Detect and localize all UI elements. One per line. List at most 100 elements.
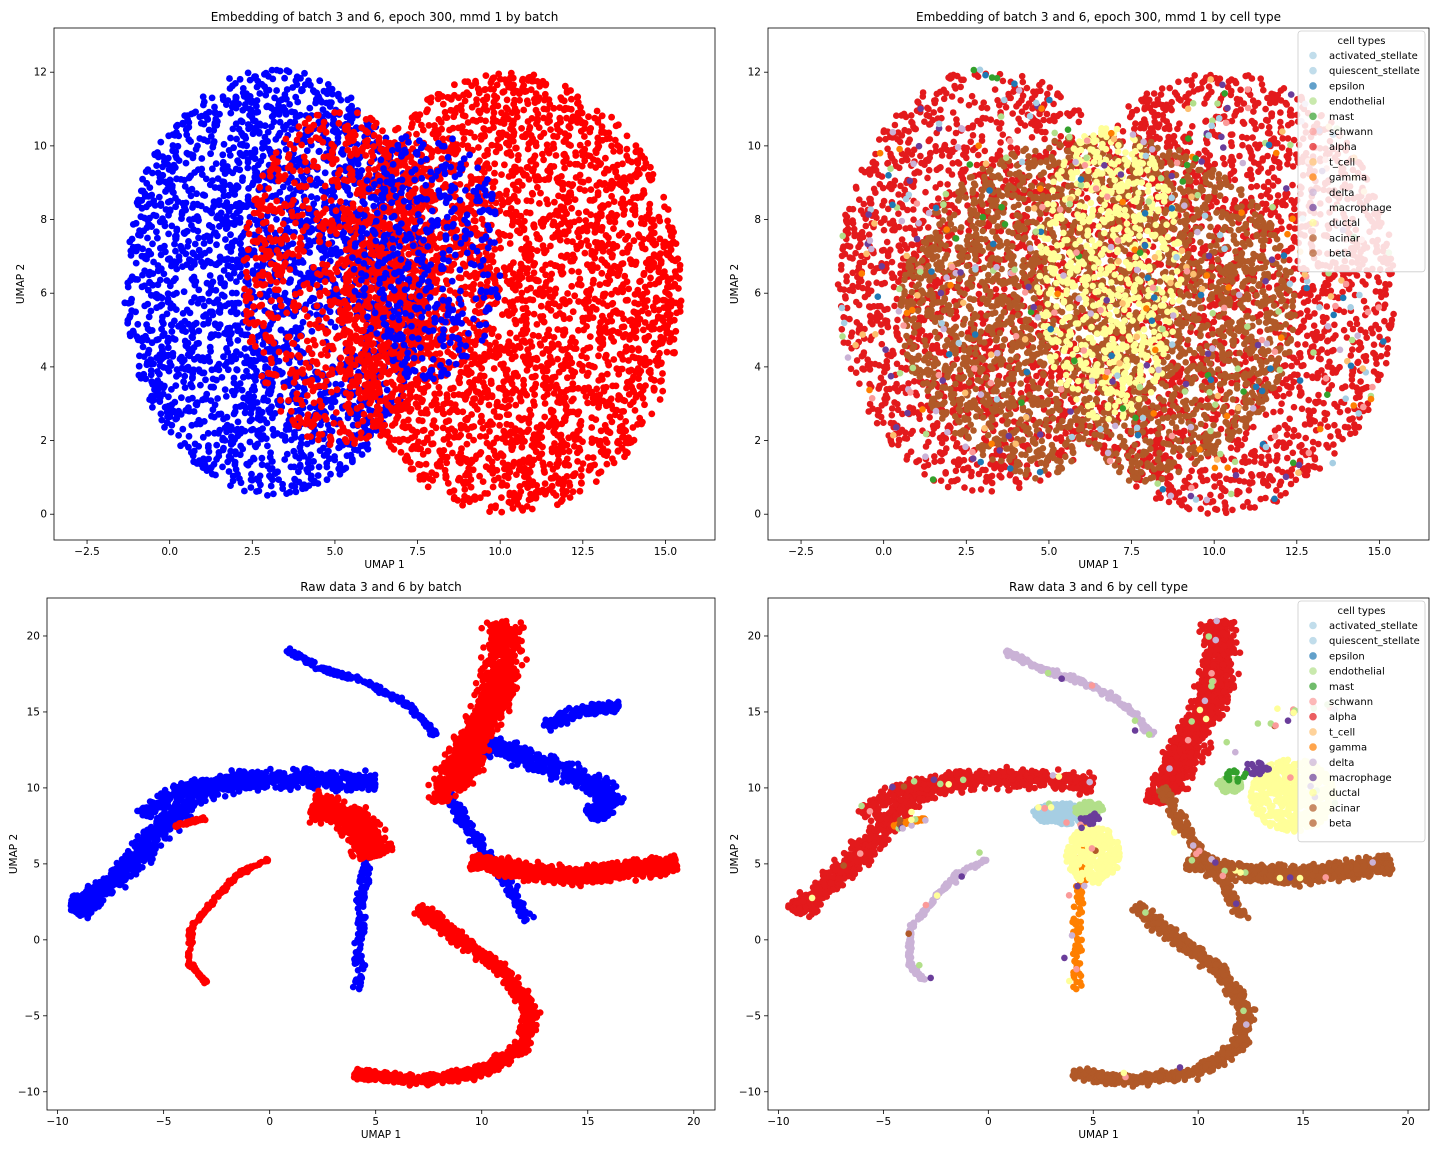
point-batch-blue — [254, 108, 262, 116]
point-batch-blue — [206, 272, 214, 279]
point-batch-blue — [212, 201, 220, 208]
point-batch-blue — [144, 325, 152, 333]
point-batch-red — [620, 211, 628, 218]
point-batch-blue — [195, 234, 202, 242]
point-batch-blue — [305, 273, 313, 281]
point-batch-blue — [169, 302, 177, 310]
point-batch-blue — [354, 446, 362, 454]
point-batch-blue — [250, 454, 257, 462]
point-batch-blue — [195, 246, 203, 254]
point-batch-red — [530, 222, 537, 229]
point-batch-blue — [149, 270, 157, 277]
point-batch-red — [419, 427, 427, 434]
point-batch-red — [576, 360, 583, 368]
point-batch-red — [551, 198, 558, 206]
point-batch-blue — [226, 85, 234, 92]
point-batch-blue — [202, 376, 209, 384]
point-batch-blue — [137, 213, 145, 221]
point-batch-red — [555, 179, 563, 187]
point-batch-red — [535, 332, 542, 340]
point-batch-red — [515, 466, 523, 474]
point-batch-blue — [180, 378, 188, 386]
point-batch-blue — [210, 299, 218, 307]
point-batch-red — [514, 296, 521, 303]
point-batch-red — [489, 420, 496, 428]
point-batch-blue — [229, 169, 237, 177]
point-batch-blue — [236, 273, 244, 280]
point-batch-blue — [220, 415, 227, 423]
point-batch-red — [652, 298, 660, 305]
point-batch-blue — [199, 93, 207, 101]
point-batch-red — [623, 132, 631, 140]
point-batch-blue — [267, 386, 275, 394]
point-batch-red — [545, 486, 553, 493]
point-batch-red — [489, 483, 497, 491]
point-batch-red — [646, 281, 654, 288]
point-batch-red — [595, 298, 602, 305]
point-batch-red — [390, 445, 398, 453]
point-batch-blue — [262, 91, 270, 99]
point-batch-red — [491, 245, 499, 253]
point-batch-blue — [170, 161, 178, 169]
point-batch-blue — [247, 484, 255, 491]
point-batch-blue — [177, 442, 185, 450]
point-batch-blue — [267, 482, 275, 490]
point-batch-blue — [144, 234, 151, 242]
point-batch-blue — [228, 239, 236, 247]
point-batch-blue — [230, 144, 238, 152]
point-batch-red — [498, 508, 506, 516]
point-batch-blue — [189, 154, 197, 162]
point-batch-blue — [208, 412, 215, 420]
point-batch-red — [605, 129, 613, 137]
point-batch-red — [490, 86, 497, 93]
point-batch-blue — [244, 164, 252, 172]
point-batch-red — [621, 397, 629, 405]
point-batch-blue — [223, 224, 231, 232]
point-batch-red — [426, 475, 434, 482]
point-batch-blue — [243, 353, 250, 361]
point-batch-blue — [173, 232, 180, 240]
point-batch-blue — [152, 212, 160, 220]
point-batch-blue — [202, 175, 210, 183]
point-batch-blue — [275, 476, 282, 483]
point-batch-blue — [233, 366, 241, 374]
point-batch-blue — [239, 152, 247, 160]
point-batch-blue — [155, 153, 162, 161]
point-batch-blue — [251, 74, 259, 82]
point-batch-blue — [258, 454, 266, 462]
point-batch-blue — [164, 256, 172, 263]
point-batch-red — [486, 508, 493, 515]
point-batch-blue — [242, 104, 250, 112]
point-batch-blue — [299, 259, 307, 266]
point-batch-blue — [185, 432, 193, 440]
point-batch-blue — [211, 401, 219, 409]
point-batch-blue — [166, 207, 174, 215]
point-batch-red — [447, 400, 455, 407]
point-batch-red — [489, 184, 497, 191]
point-batch-red — [500, 378, 508, 386]
point-batch-red — [528, 373, 536, 381]
point-batch-red — [584, 399, 591, 407]
point-batch-red — [498, 171, 505, 179]
point-batch-blue — [246, 149, 254, 157]
point-batch-blue — [134, 243, 142, 251]
point-batch-blue — [195, 366, 203, 374]
point-batch-blue — [173, 154, 181, 162]
point-batch-blue — [186, 256, 193, 264]
point-batch-blue — [182, 126, 190, 134]
point-batch-red — [489, 118, 497, 126]
point-batch-blue — [138, 337, 146, 345]
point-batch-red — [581, 249, 589, 257]
point-batch-red — [455, 94, 463, 102]
point-batch-red — [628, 316, 635, 324]
point-batch-red — [619, 260, 627, 267]
point-batch-red — [568, 204, 575, 212]
point-batch-blue — [305, 482, 313, 489]
point-batch-red — [586, 333, 594, 340]
point-batch-red — [595, 377, 603, 384]
point-batch-blue — [232, 448, 239, 455]
point-batch-blue — [315, 148, 323, 156]
point-batch-blue — [290, 463, 298, 471]
point-batch-blue — [172, 194, 179, 202]
